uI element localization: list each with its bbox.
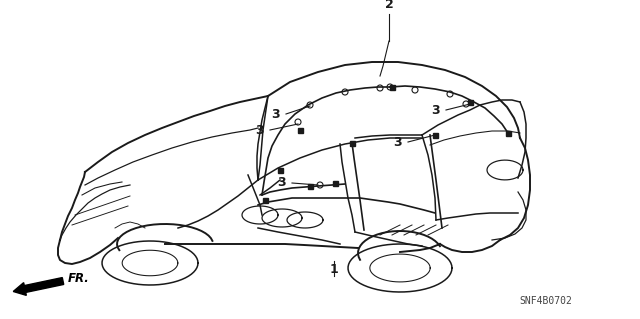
Text: 3: 3 (271, 108, 280, 121)
Text: 3: 3 (277, 176, 286, 189)
Bar (307, 183, 312, 189)
Bar (349, 140, 355, 145)
Bar (390, 85, 394, 90)
Text: FR.: FR. (68, 271, 90, 285)
Text: 3: 3 (394, 136, 402, 149)
Bar (506, 130, 511, 136)
Bar (278, 167, 282, 173)
Bar (262, 197, 268, 203)
FancyArrow shape (13, 278, 64, 295)
Text: 2: 2 (385, 0, 394, 11)
Text: 3: 3 (431, 103, 440, 116)
Bar (467, 100, 472, 105)
Bar (433, 132, 438, 137)
Bar (333, 181, 337, 186)
Bar (298, 128, 303, 132)
Text: 1: 1 (330, 263, 339, 276)
Text: 3: 3 (255, 123, 264, 137)
Text: SNF4B0702: SNF4B0702 (519, 296, 572, 306)
